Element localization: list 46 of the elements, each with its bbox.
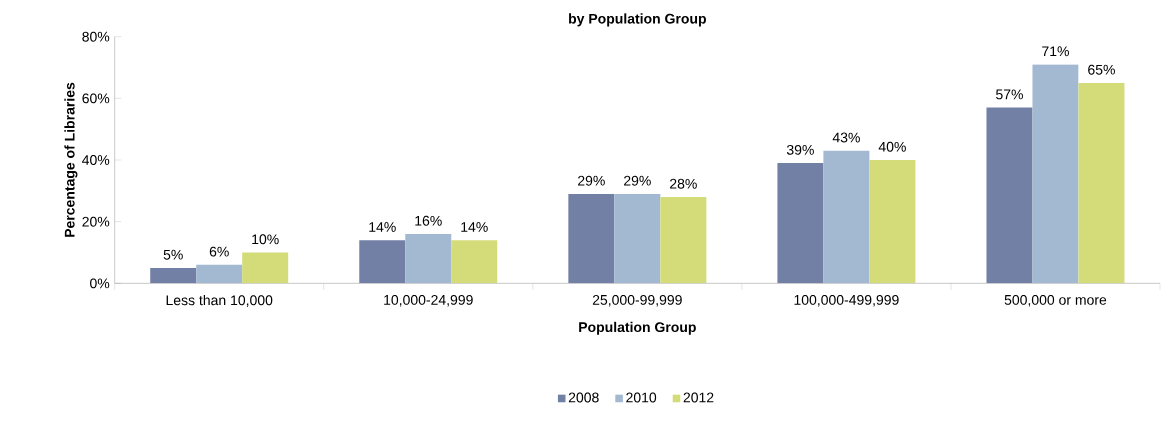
bar — [405, 234, 452, 284]
bar — [451, 240, 498, 284]
data-label: 65% — [1088, 64, 1115, 75]
y-axis-title: Percentage of Libraries — [64, 82, 78, 237]
x-tick-label: 500,000 or more — [1004, 294, 1107, 307]
y-tick-label: 20% — [82, 216, 110, 227]
data-label: 6% — [209, 246, 229, 257]
data-label: 29% — [578, 175, 605, 186]
bar — [986, 107, 1033, 284]
bar — [359, 240, 406, 284]
chart-title: by Population Group — [569, 13, 706, 27]
legend-label: 2008 — [568, 392, 599, 403]
data-label: 71% — [1042, 46, 1069, 57]
bar — [823, 150, 870, 284]
data-label: 5% — [163, 249, 183, 260]
data-label: 14% — [369, 222, 396, 232]
bar — [1032, 64, 1079, 284]
data-label: 10% — [252, 234, 279, 245]
bar — [660, 197, 707, 284]
x-tick-label: 25,000-99,999 — [592, 294, 682, 307]
x-axis-title: Population Group — [579, 321, 696, 335]
data-label: 39% — [786, 144, 814, 155]
y-tick-label: 40% — [82, 155, 110, 165]
data-label: 14% — [461, 222, 488, 232]
bar — [196, 264, 243, 284]
bar — [869, 160, 916, 284]
x-tick-label: 100,000-499,999 — [794, 294, 899, 307]
bar — [777, 163, 824, 284]
data-label: 40% — [878, 141, 906, 152]
legend-label: 2010 — [626, 392, 657, 403]
x-tick-label: 10,000-24,999 — [384, 294, 473, 307]
legend-label: 2012 — [683, 392, 714, 403]
bar — [150, 267, 197, 284]
data-label: 43% — [832, 132, 860, 143]
bar — [1078, 82, 1125, 284]
bar — [568, 193, 615, 284]
y-tick-label: 60% — [82, 93, 110, 104]
y-tick-label: 80% — [82, 31, 110, 42]
data-label: 29% — [624, 175, 651, 186]
data-label: 57% — [996, 89, 1023, 100]
data-label: 28% — [670, 178, 697, 189]
x-tick-label: Less than 10,000 — [166, 294, 273, 307]
data-label: 16% — [415, 215, 442, 226]
bar — [614, 193, 661, 284]
y-tick-label: 0% — [90, 278, 110, 289]
bar — [242, 252, 289, 284]
